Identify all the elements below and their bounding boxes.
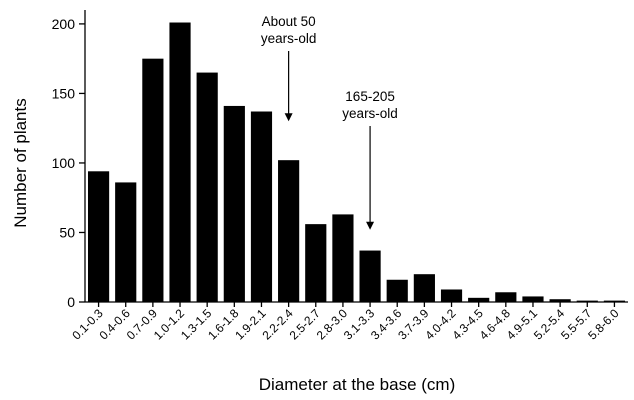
- y-axis-label: Number of plants: [11, 98, 30, 227]
- bar-0.7-0.9: [142, 58, 164, 302]
- annotation-text: years-old: [261, 31, 317, 46]
- bar-4.6-4.8: [495, 292, 517, 302]
- y-tick-label: 50: [59, 224, 75, 240]
- y-tick-label: 0: [67, 294, 75, 310]
- x-axis-label: Diameter at the base (cm): [259, 375, 456, 394]
- bar-1.6-1.8: [223, 105, 245, 302]
- annotation: 165-205 years-old: [342, 89, 398, 230]
- bar-2.2-2.4: [278, 160, 300, 302]
- annotation-arrowhead: [366, 221, 375, 230]
- y-tick-label: 200: [52, 16, 76, 32]
- bar-1.9-2.1: [250, 111, 273, 302]
- bar-0.1-0.3: [87, 171, 110, 302]
- bar-5.5-5.7: [576, 300, 598, 302]
- bar-3.1-3.3: [359, 250, 381, 302]
- annotation-text: years-old: [342, 106, 398, 121]
- bar-3.7-3.9: [413, 274, 435, 302]
- bar-0.4-0.6: [115, 182, 137, 302]
- y-axis: 0 50 100 150 200: [52, 10, 86, 310]
- x-axis: 0.1-0.30.4-0.60.7-0.91.0-1.21.3-1.51.6-1…: [69, 301, 628, 343]
- bar-4.9-5.1: [522, 296, 544, 302]
- y-tick-label: 100: [52, 155, 76, 171]
- bar-5.8-6.0: [603, 300, 626, 302]
- bar-3.4-3.6: [386, 279, 408, 302]
- bar-5.2-5.4: [549, 299, 571, 302]
- bars: [87, 22, 626, 303]
- x-tick-label: 5.8-6.0: [585, 306, 622, 343]
- bar-1.0-1.2: [169, 22, 191, 303]
- annotation-text: 165-205: [345, 89, 395, 104]
- bar-2.8-3.0: [332, 214, 354, 302]
- y-tick-label: 150: [52, 85, 76, 101]
- annotations: About 50 years-old 165-205 years-old: [261, 14, 398, 230]
- bar-4.3-4.5: [468, 297, 490, 302]
- annotation-text: About 50: [262, 14, 316, 29]
- annotation-arrowhead: [284, 113, 293, 122]
- annotation: About 50 years-old: [261, 14, 317, 122]
- bar-1.3-1.5: [196, 72, 218, 302]
- bar-2.5-2.7: [305, 224, 327, 302]
- bar-4.0-4.2: [440, 289, 463, 302]
